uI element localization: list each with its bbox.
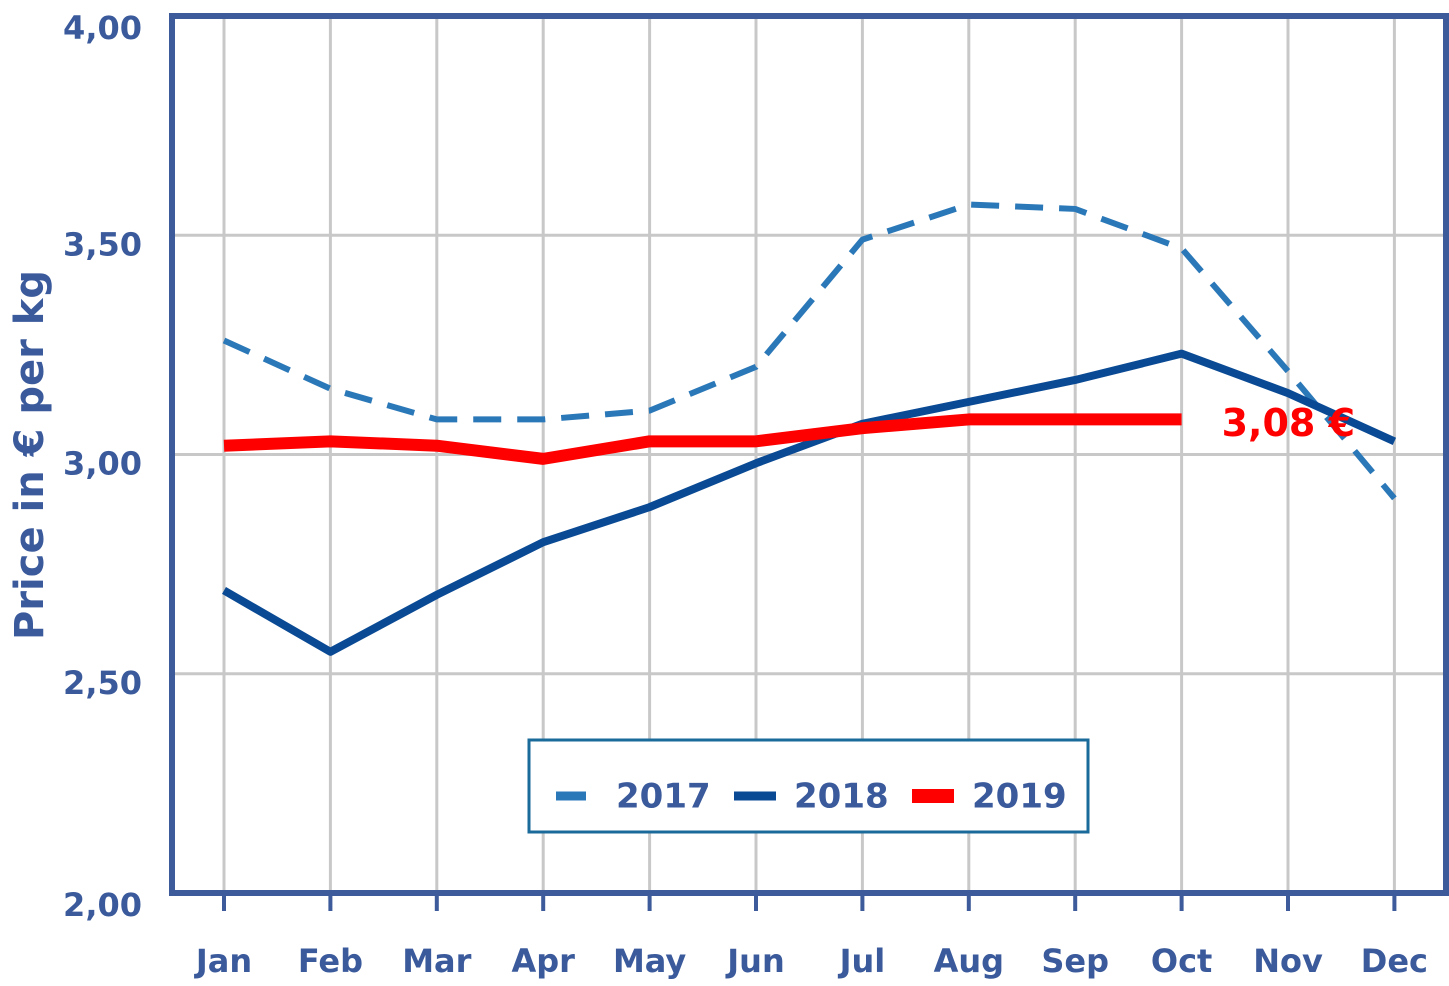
annotation: 3,08 €: [1222, 401, 1355, 445]
legend-label: 2017: [616, 777, 711, 817]
legend-label: 2019: [972, 777, 1067, 817]
legend-label: 2018: [794, 777, 889, 817]
y-tick-label: 2,00: [63, 886, 142, 924]
legend-box: [527, 738, 1090, 834]
x-tick-label: Feb: [298, 942, 363, 980]
x-tick-label: Aug: [934, 942, 1004, 980]
y-tick-label: 3,50: [63, 225, 142, 263]
x-tick-label: May: [613, 942, 686, 980]
x-tick-label: Dec: [1361, 942, 1428, 980]
y-tick-label: 4,00: [63, 9, 142, 47]
y-tick-label: 2,50: [63, 664, 142, 702]
y-tick-label: 3,00: [63, 445, 142, 483]
series-line: [222, 201, 1397, 501]
x-tick-label: Nov: [1253, 942, 1323, 980]
x-tick-label: Apr: [511, 942, 575, 980]
series-line: [222, 349, 1397, 656]
plot-border: [169, 13, 1449, 896]
x-tick-label: Oct: [1151, 942, 1212, 980]
x-tick-label: Jun: [725, 942, 784, 980]
series-line: [223, 413, 1182, 465]
x-tick-label: Jan: [194, 942, 252, 980]
x-tick-label: Jul: [838, 942, 886, 980]
y-axis-label: Price in € per kg: [7, 270, 53, 640]
x-tick-label: Mar: [402, 942, 471, 980]
x-tick-label: Sep: [1041, 942, 1109, 980]
